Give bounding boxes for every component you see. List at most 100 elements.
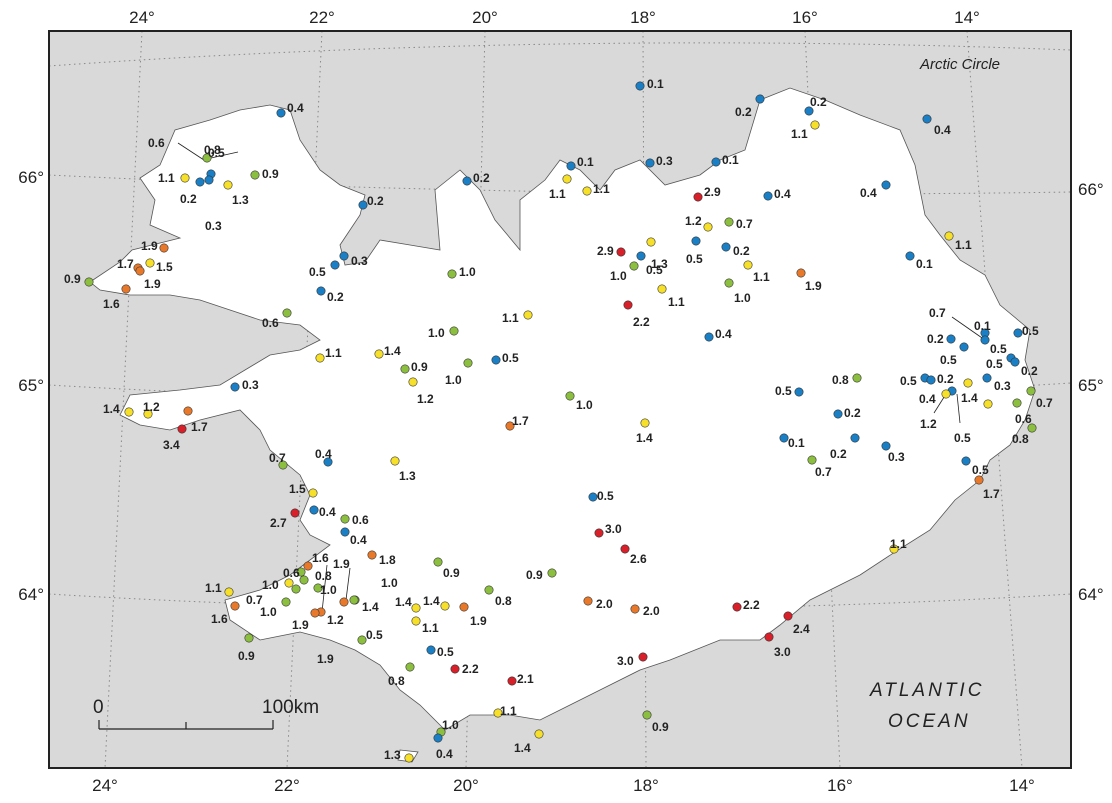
station-value-label: 1.4 bbox=[103, 402, 120, 416]
station-marker bbox=[852, 373, 862, 383]
station-marker bbox=[135, 266, 145, 276]
station-value-label: 0.2 bbox=[180, 192, 197, 206]
station-value-label: 0.3 bbox=[994, 379, 1011, 393]
station-value-label: 0.4 bbox=[934, 123, 951, 137]
station-value-label: 2.2 bbox=[462, 662, 479, 676]
station-marker bbox=[1027, 423, 1037, 433]
station-marker bbox=[534, 729, 544, 739]
map-frame bbox=[48, 30, 1072, 769]
coordinate-tick-label: 65° bbox=[18, 376, 44, 395]
station-value-label: 1.1 bbox=[890, 537, 907, 551]
station-value-label: 0.7 bbox=[929, 306, 946, 320]
station-marker bbox=[732, 602, 742, 612]
station-value-label: 0.2 bbox=[735, 105, 752, 119]
station-marker bbox=[124, 407, 134, 417]
station-marker bbox=[330, 260, 340, 270]
station-value-label: 1.1 bbox=[325, 346, 342, 360]
station-value-label: 1.9 bbox=[144, 277, 161, 291]
station-value-label: 1.0 bbox=[381, 576, 398, 590]
coordinate-tick-label: 66° bbox=[18, 168, 44, 187]
coordinate-tick-label: 64° bbox=[18, 585, 44, 604]
station-marker bbox=[390, 456, 400, 466]
station-marker bbox=[340, 527, 350, 537]
station-value-label: 0.5 bbox=[366, 628, 383, 642]
station-marker bbox=[426, 645, 436, 655]
station-value-label: 3.0 bbox=[605, 522, 622, 536]
coordinate-tick-label: 24° bbox=[92, 776, 118, 795]
station-marker bbox=[84, 277, 94, 287]
station-marker bbox=[629, 261, 639, 271]
station-value-label: 1.0 bbox=[576, 398, 593, 412]
station-value-label: 0.3 bbox=[205, 219, 222, 233]
station-value-label: 1.0 bbox=[428, 326, 445, 340]
station-marker bbox=[244, 633, 254, 643]
station-value-label: 1.6 bbox=[103, 297, 120, 311]
station-marker bbox=[807, 455, 817, 465]
station-marker bbox=[296, 567, 306, 577]
station-value-label: 0.5 bbox=[1022, 324, 1039, 338]
station-value-label: 0.6 bbox=[1015, 412, 1032, 426]
station-marker bbox=[763, 191, 773, 201]
station-marker bbox=[411, 603, 421, 613]
station-value-label: 1.2 bbox=[327, 613, 344, 627]
station-value-label: 0.2 bbox=[733, 244, 750, 258]
station-marker bbox=[440, 601, 450, 611]
station-marker bbox=[463, 358, 473, 368]
station-value-label: 2.0 bbox=[596, 597, 613, 611]
station-value-label: 0.4 bbox=[350, 533, 367, 547]
coordinate-tick-label: 16° bbox=[792, 8, 818, 27]
station-marker bbox=[310, 608, 320, 618]
station-value-label: 1.7 bbox=[512, 414, 529, 428]
station-value-label: 0.4 bbox=[860, 186, 877, 200]
station-value-label: 1.9 bbox=[805, 279, 822, 293]
station-marker bbox=[408, 377, 418, 387]
station-marker bbox=[507, 676, 517, 686]
station-value-label: 0.2 bbox=[327, 290, 344, 304]
station-marker bbox=[462, 176, 472, 186]
station-marker bbox=[339, 597, 349, 607]
station-marker bbox=[588, 492, 598, 502]
station-value-label: 2.9 bbox=[597, 244, 614, 258]
station-marker bbox=[411, 616, 421, 626]
leader-line bbox=[321, 564, 328, 613]
coordinate-tick-label: 18° bbox=[630, 8, 656, 27]
station-value-label: 1.2 bbox=[417, 392, 434, 406]
station-marker bbox=[963, 378, 973, 388]
station-value-label: 0.1 bbox=[788, 436, 805, 450]
station-marker bbox=[308, 488, 318, 498]
station-value-label: 1.8 bbox=[379, 553, 396, 567]
station-value-label: 1.6 bbox=[312, 551, 329, 565]
station-value-label: 0.5 bbox=[646, 263, 663, 277]
station-marker bbox=[313, 583, 323, 593]
station-marker bbox=[635, 81, 645, 91]
station-value-label: 1.4 bbox=[636, 431, 653, 445]
station-value-label: 1.0 bbox=[459, 265, 476, 279]
coordinate-ticks: 24° 22° 20° 18° 16° 14° 24° 22° 20° 18° 16° 14° 66° 6… bbox=[18, 8, 1103, 795]
station-marker bbox=[721, 242, 731, 252]
grid-line bbox=[966, 30, 1023, 769]
station-marker bbox=[290, 508, 300, 518]
station-value-label: 2.9 bbox=[704, 185, 721, 199]
station-value-label: 2.7 bbox=[270, 516, 287, 530]
station-value-label: 0.4 bbox=[436, 747, 453, 761]
station-value-label: 1.9 bbox=[317, 652, 334, 666]
station-marker bbox=[357, 635, 367, 645]
station-marker bbox=[582, 186, 592, 196]
station-value-label: 1.4 bbox=[514, 741, 531, 755]
station-marker bbox=[195, 177, 205, 187]
station-marker bbox=[620, 544, 630, 554]
station-value-label: 0.7 bbox=[246, 593, 263, 607]
station-value-label: 1.1 bbox=[422, 621, 439, 635]
station-value-label: 0.4 bbox=[715, 327, 732, 341]
station-marker bbox=[850, 433, 860, 443]
station-value-label: 0.1 bbox=[722, 153, 739, 167]
station-value-label: 0.5 bbox=[940, 353, 957, 367]
station-marker bbox=[230, 382, 240, 392]
station-value-label: 0.9 bbox=[652, 720, 669, 734]
station-value-label: 1.4 bbox=[961, 391, 978, 405]
station-marker bbox=[299, 575, 309, 585]
station-value-label: 0.9 bbox=[526, 568, 543, 582]
scale-end-label: 100km bbox=[262, 697, 319, 718]
station-marker bbox=[638, 652, 648, 662]
station-marker bbox=[459, 602, 469, 612]
